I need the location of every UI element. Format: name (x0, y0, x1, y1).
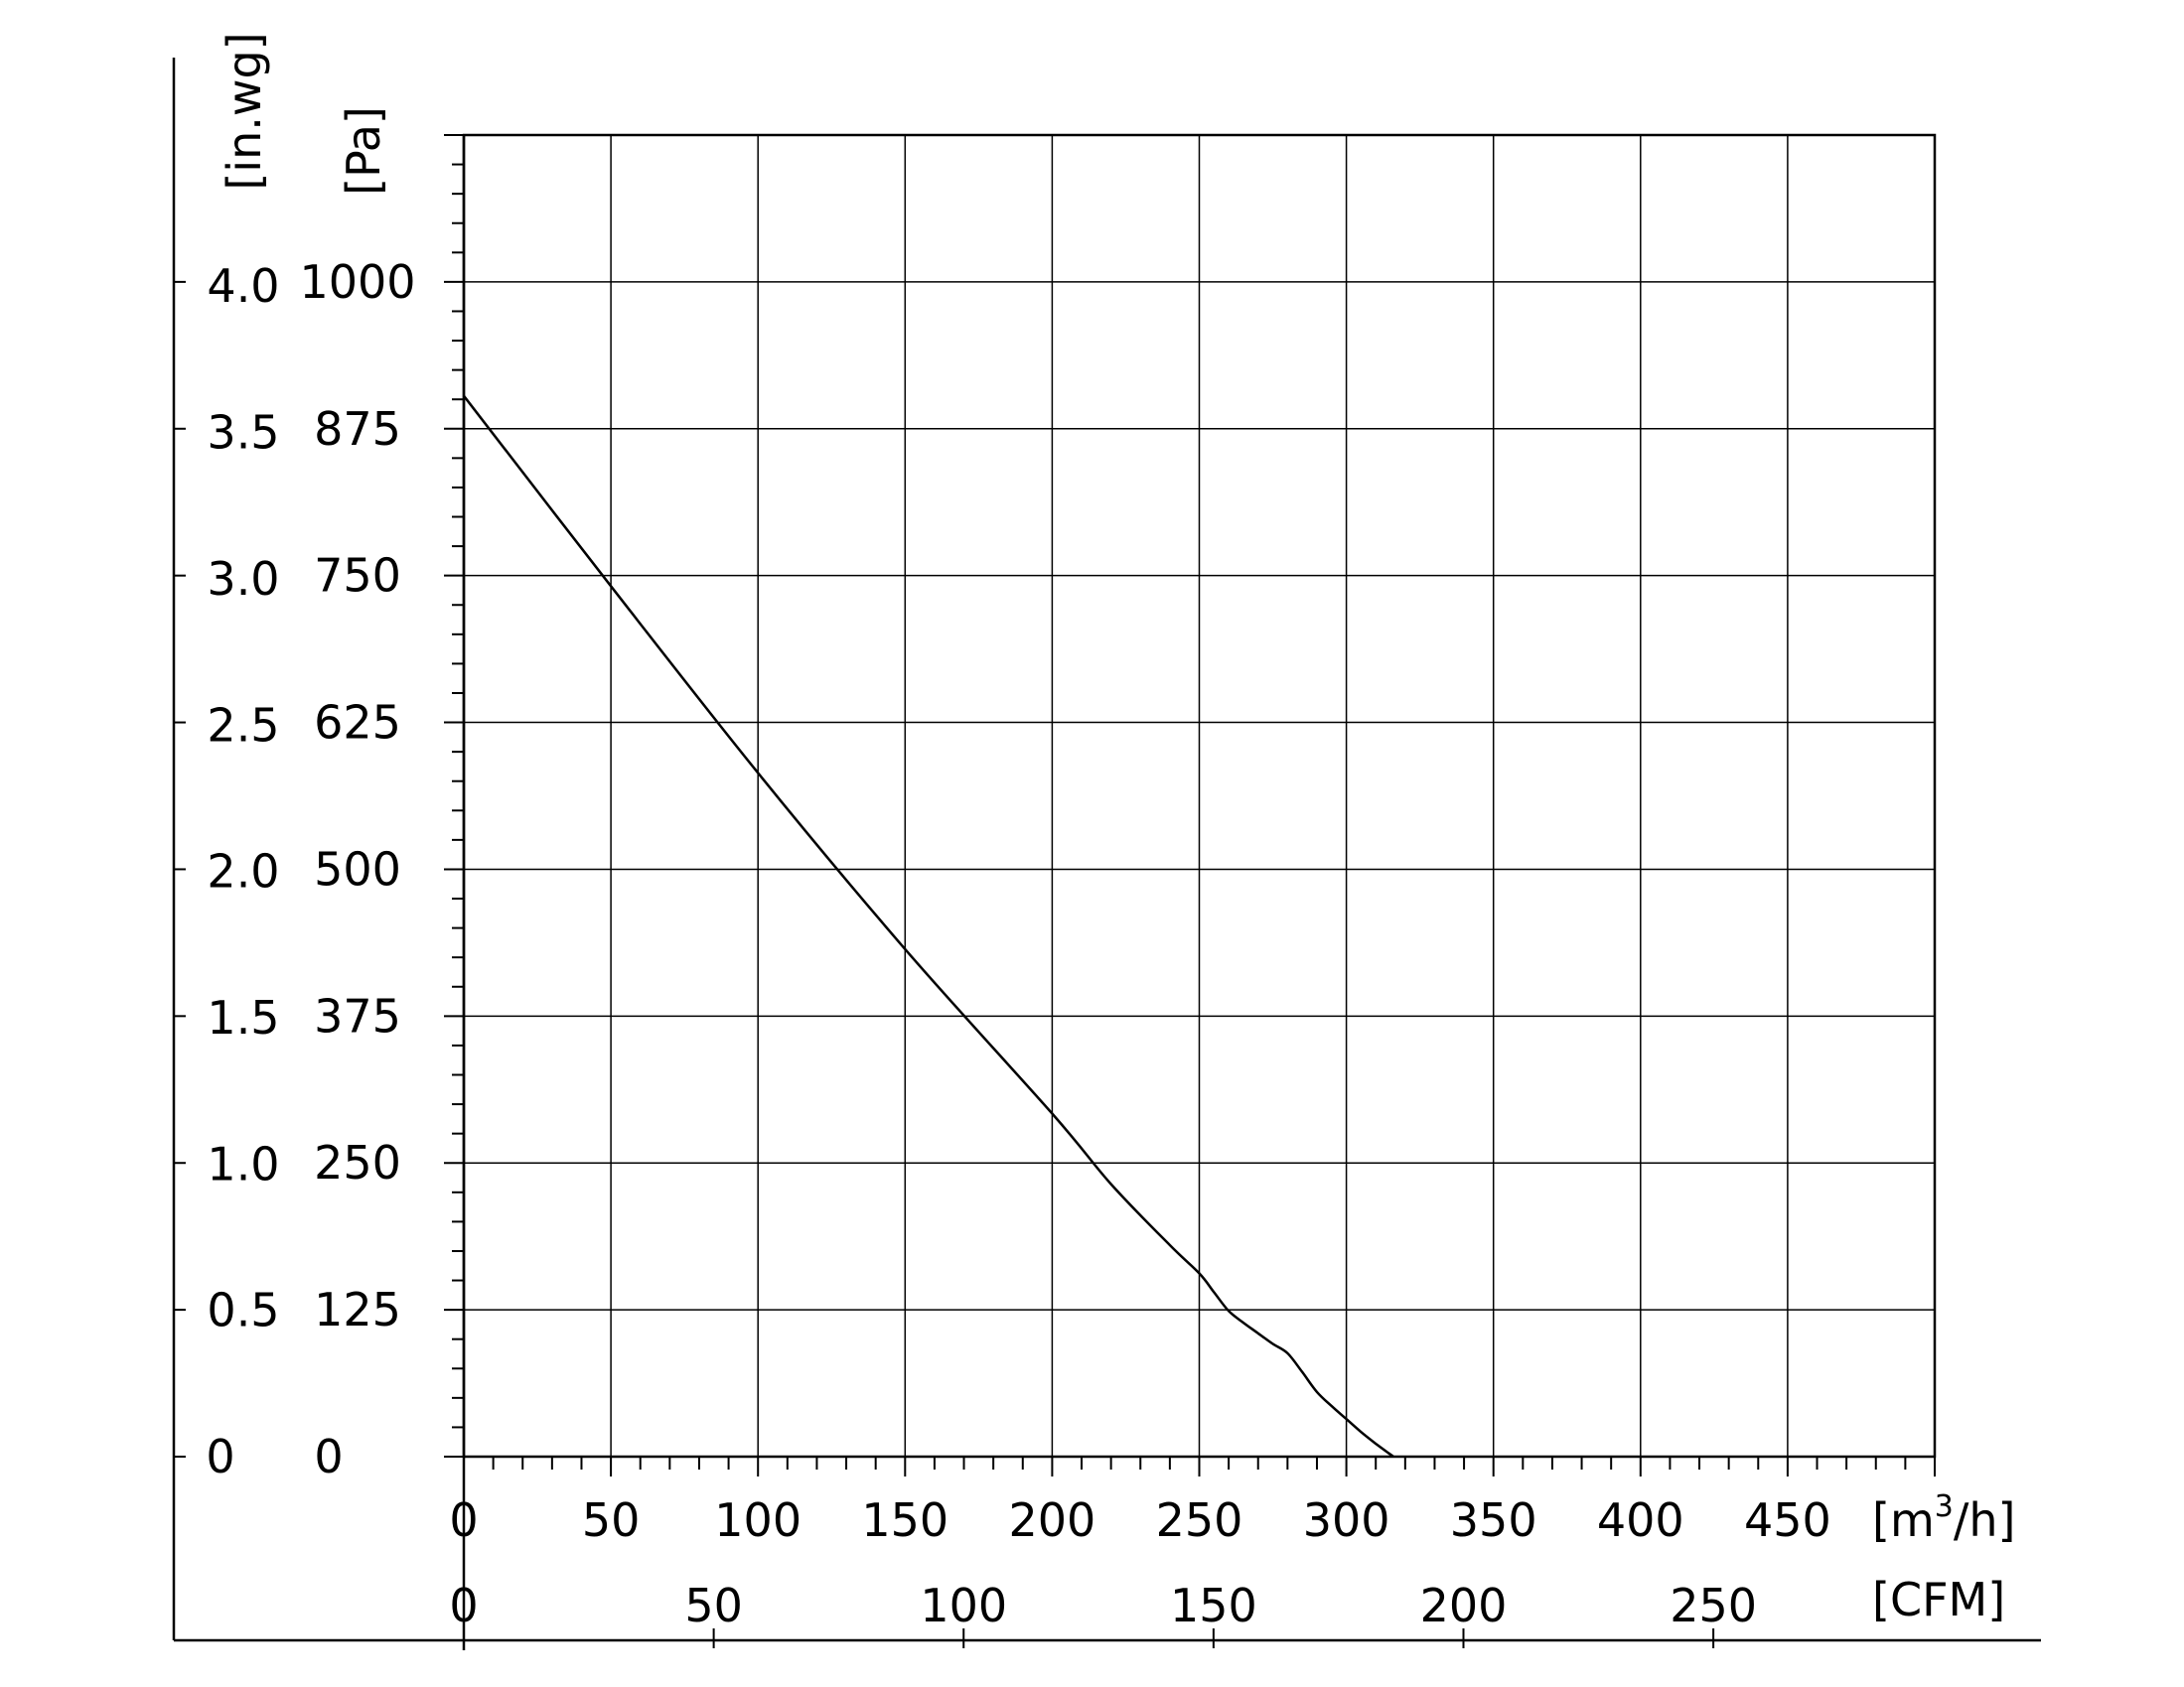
x-tick-label-m3h-100: 100 (714, 1493, 801, 1547)
x-tick-label-cfm-50: 50 (684, 1579, 743, 1632)
series-line-0 (463, 394, 1394, 1459)
chart-frame (172, 58, 2041, 1642)
x-tick-label-cfm-200: 200 (1420, 1579, 1508, 1632)
axis-labels: 00.51.01.52.02.53.03.54.0012525037550062… (206, 32, 2015, 1632)
y-tick-label-pa-750: 750 (314, 549, 401, 603)
y-tick-label-pa-125: 125 (314, 1283, 401, 1336)
y-tick-label-pa-250: 250 (314, 1136, 401, 1190)
x-tick-label-m3h-250: 250 (1156, 1493, 1243, 1547)
y-tick-label-pa-375: 375 (314, 989, 401, 1043)
y-tick-label-pa-1000: 1000 (299, 255, 415, 309)
y-tick-label-inwg-1.0: 1.0 (207, 1137, 279, 1191)
x-tick-label-m3h-0: 0 (449, 1493, 478, 1547)
x-tick-label-cfm-100: 100 (920, 1579, 1007, 1632)
y-tick-label-inwg-2.5: 2.5 (207, 698, 279, 752)
grid (462, 135, 1935, 1650)
x-tick-label-m3h-50: 50 (582, 1493, 641, 1547)
y-tick-label-inwg-1.5: 1.5 (207, 991, 279, 1045)
y-tick-label-pa-625: 625 (314, 696, 401, 750)
x-axis-unit-m3h: [m3/h] (1872, 1489, 2015, 1547)
y-tick-label-inwg-0: 0 (206, 1430, 234, 1483)
x-tick-label-m3h-350: 350 (1450, 1493, 1537, 1547)
x-tick-label-m3h-300: 300 (1303, 1493, 1390, 1547)
y-tick-label-pa-500: 500 (314, 842, 401, 896)
x-tick-label-m3h-150: 150 (861, 1493, 948, 1547)
x-tick-label-cfm-0: 0 (449, 1579, 478, 1632)
y-tick-label-pa-0: 0 (314, 1430, 343, 1483)
y-tick-label-inwg-4.0: 4.0 (207, 259, 279, 313)
y-axis-unit-pa: [Pa] (337, 106, 390, 196)
x-tick-label-m3h-200: 200 (1008, 1493, 1095, 1547)
x-tick-label-cfm-250: 250 (1670, 1579, 1757, 1632)
y-tick-label-inwg-3.5: 3.5 (207, 406, 279, 460)
y-axis-unit-inwg: [in.wg] (218, 32, 271, 190)
y-tick-label-inwg-2.0: 2.0 (207, 845, 279, 899)
x-tick-label-m3h-400: 400 (1597, 1493, 1684, 1547)
x-tick-label-m3h-450: 450 (1744, 1493, 1831, 1547)
y-tick-label-inwg-3.0: 3.0 (207, 552, 279, 606)
series (463, 394, 1394, 1459)
y-tick-label-inwg-0.5: 0.5 (207, 1284, 279, 1337)
y-tick-label-pa-875: 875 (314, 402, 401, 456)
x-tick-label-cfm-150: 150 (1170, 1579, 1257, 1632)
x-axis-unit-cfm: [CFM] (1872, 1573, 2005, 1626)
minor-ticks (174, 134, 1936, 1648)
